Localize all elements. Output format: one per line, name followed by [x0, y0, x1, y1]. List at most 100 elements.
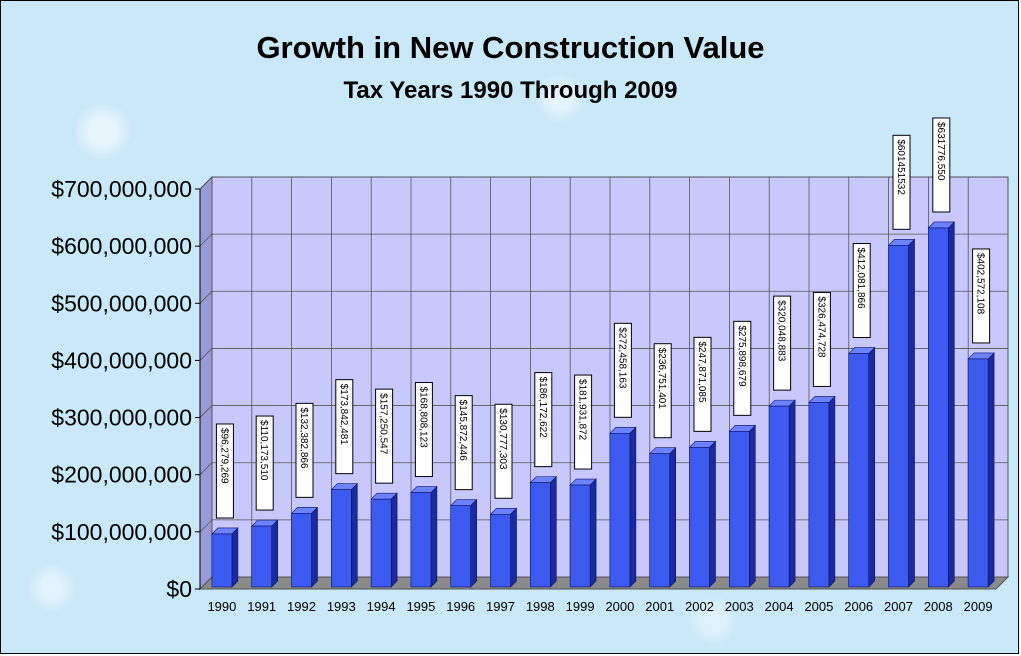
data-label-box — [295, 402, 314, 498]
data-label: $326,474,728 — [815, 296, 826, 358]
data-label: $110,173,510 — [258, 420, 269, 481]
data-label: $168,808,123 — [417, 387, 428, 449]
bar-side — [947, 221, 955, 588]
bar-side — [908, 238, 915, 588]
y-tick-label: $400,000,000 — [51, 347, 192, 373]
x-tick-label: 1996 — [446, 599, 475, 614]
bar — [330, 489, 352, 588]
x-tick-label: 1997 — [486, 599, 515, 614]
x-tick-label: 1995 — [406, 599, 435, 614]
bar — [808, 402, 830, 588]
data-label-box — [773, 295, 792, 391]
x-tick-label: 2009 — [964, 599, 993, 614]
data-label: $157,250,547 — [378, 393, 389, 455]
data-label-box — [812, 291, 831, 387]
bar — [689, 447, 710, 588]
bar-side — [350, 482, 358, 588]
x-tick-label: 2003 — [725, 599, 754, 614]
gridline-side — [199, 176, 213, 190]
bar — [848, 353, 870, 588]
y-tick-label: $500,000,000 — [51, 290, 192, 316]
bar — [609, 433, 631, 588]
bar-side — [311, 506, 318, 588]
data-label-box — [215, 423, 234, 519]
data-label-box — [375, 388, 394, 484]
gridline-side — [199, 348, 213, 361]
x-tick-label: 1992 — [287, 599, 316, 614]
bar — [529, 482, 551, 588]
bar — [370, 498, 392, 588]
gridline-side — [199, 405, 213, 418]
x-tick-label: 2006 — [844, 599, 873, 614]
y-tick-label: $300,000,000 — [51, 405, 192, 431]
bar-side — [470, 498, 478, 588]
bar-side — [231, 527, 239, 588]
bar — [410, 492, 432, 588]
data-label-box — [534, 372, 553, 468]
gridline-side — [199, 519, 213, 533]
plot-side-wall — [199, 175, 213, 591]
bar-side — [390, 492, 398, 588]
bar-side — [549, 475, 557, 588]
data-label-box — [693, 336, 712, 432]
data-label: $601451532 — [895, 139, 906, 195]
bar — [291, 513, 312, 588]
bar — [927, 227, 949, 588]
data-label: $236,751,401 — [656, 348, 667, 410]
bar — [251, 525, 272, 588]
bar-side — [669, 446, 677, 588]
bar — [728, 431, 750, 588]
y-tick-label: $200,000,000 — [51, 462, 192, 488]
bar — [888, 245, 909, 588]
data-label-box — [892, 134, 911, 230]
data-label-box — [613, 322, 632, 418]
gridline-side — [199, 576, 213, 590]
data-label-box — [733, 320, 752, 416]
bar-side — [709, 440, 716, 588]
data-label: $186,172,622 — [537, 377, 548, 439]
data-label: $320,048,883 — [776, 300, 787, 362]
chart-subtitle: Tax Years 1990 Through 2009 — [343, 77, 678, 104]
bar-side — [629, 426, 637, 588]
bar-side — [589, 478, 597, 588]
bar-side — [987, 352, 995, 588]
chart-title: Growth in New Construction Value — [256, 30, 765, 65]
gridline-side — [199, 291, 213, 304]
data-label: $631776,550 — [935, 122, 946, 181]
data-label: $402,572,108 — [975, 253, 986, 315]
data-label-box — [335, 379, 354, 475]
x-tick-label: 2007 — [884, 599, 913, 614]
bar — [211, 533, 233, 588]
data-label-box — [414, 382, 433, 478]
bar-side — [271, 519, 279, 588]
y-tick-label: $100,000,000 — [51, 519, 192, 545]
data-label: $412,081,866 — [855, 248, 866, 310]
data-label: $132,382,866 — [298, 407, 309, 469]
data-label: $96,279,269 — [218, 428, 229, 484]
data-label-box — [972, 248, 991, 344]
x-tick-label: 2001 — [645, 599, 674, 614]
plot-floor — [198, 576, 1010, 590]
data-label: $145,872,446 — [457, 400, 468, 462]
gridline-side — [199, 462, 213, 475]
bar-side — [828, 395, 836, 588]
gridline-side — [199, 233, 213, 247]
data-label-box — [852, 243, 871, 339]
data-label-box — [574, 374, 593, 470]
y-tick-label: $0 — [166, 576, 192, 602]
x-tick-label: 2000 — [605, 599, 634, 614]
bar — [569, 484, 591, 588]
data-label: $247,871,085 — [696, 341, 707, 403]
y-tick-label: $600,000,000 — [51, 233, 192, 259]
x-tick-label: 1998 — [526, 599, 555, 614]
x-tick-label: 1990 — [207, 599, 236, 614]
x-tick-label: 1991 — [247, 599, 276, 614]
data-label: $130,777,303 — [497, 408, 508, 470]
y-tick-label: $700,000,000 — [51, 176, 192, 202]
bar-side — [788, 399, 796, 588]
data-label-box — [932, 117, 951, 213]
bar-side — [868, 346, 876, 588]
data-label: $173,842,481 — [338, 384, 349, 446]
data-label: $181,931,872 — [577, 379, 588, 441]
bar — [450, 505, 472, 588]
